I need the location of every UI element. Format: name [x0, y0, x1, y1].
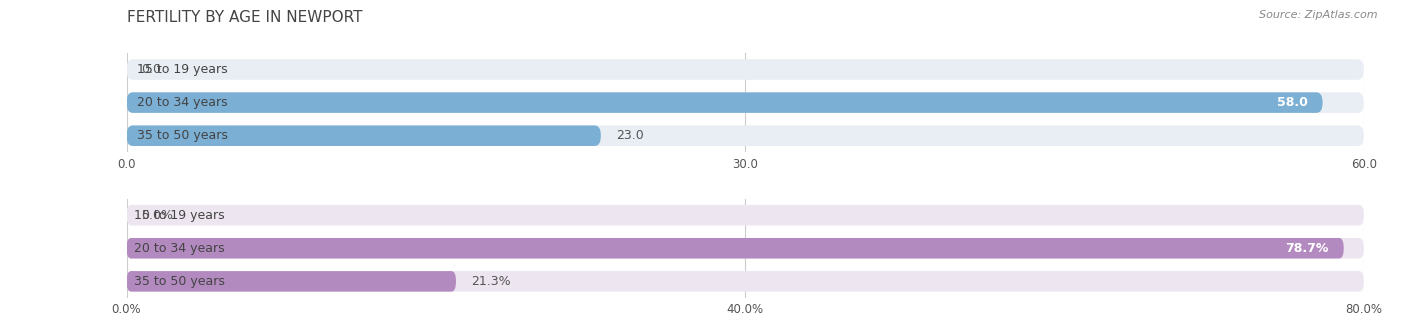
- FancyBboxPatch shape: [127, 125, 600, 146]
- Text: 21.3%: 21.3%: [471, 275, 510, 288]
- Text: FERTILITY BY AGE IN NEWPORT: FERTILITY BY AGE IN NEWPORT: [127, 10, 361, 25]
- Text: 20 to 34 years: 20 to 34 years: [135, 242, 225, 255]
- Text: 58.0: 58.0: [1277, 96, 1308, 109]
- FancyBboxPatch shape: [127, 271, 1364, 292]
- FancyBboxPatch shape: [127, 92, 1364, 113]
- Text: 15 to 19 years: 15 to 19 years: [136, 63, 228, 76]
- Text: 35 to 50 years: 35 to 50 years: [135, 275, 225, 288]
- Text: 0.0: 0.0: [142, 63, 162, 76]
- FancyBboxPatch shape: [127, 205, 1364, 225]
- FancyBboxPatch shape: [127, 125, 1364, 146]
- Text: 0.0%: 0.0%: [142, 209, 173, 222]
- FancyBboxPatch shape: [127, 271, 456, 292]
- Text: Source: ZipAtlas.com: Source: ZipAtlas.com: [1260, 10, 1378, 20]
- Text: 20 to 34 years: 20 to 34 years: [136, 96, 228, 109]
- Text: 23.0: 23.0: [616, 129, 644, 142]
- FancyBboxPatch shape: [127, 59, 1364, 80]
- FancyBboxPatch shape: [127, 92, 1323, 113]
- Text: 78.7%: 78.7%: [1285, 242, 1329, 255]
- Text: 15 to 19 years: 15 to 19 years: [135, 209, 225, 222]
- FancyBboxPatch shape: [127, 238, 1364, 259]
- Text: 35 to 50 years: 35 to 50 years: [136, 129, 228, 142]
- FancyBboxPatch shape: [127, 238, 1344, 259]
